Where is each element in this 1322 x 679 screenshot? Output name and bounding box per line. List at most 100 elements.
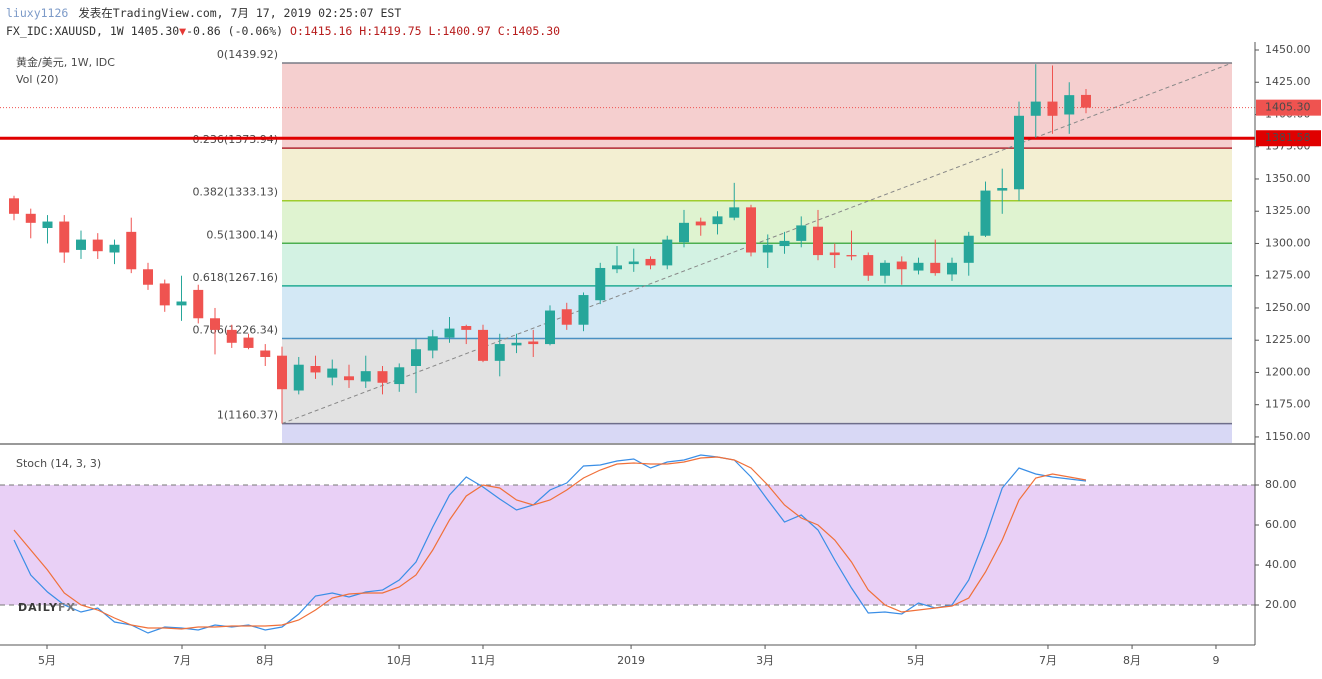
x-tick-label: 9: [1212, 654, 1219, 667]
x-tick-label: 8月: [1123, 654, 1141, 667]
candle-body: [963, 235, 974, 263]
candle-body: [9, 198, 20, 214]
x-tick-label: 11月: [470, 654, 495, 667]
candle-body: [611, 265, 622, 270]
x-tick-label: 5月: [907, 654, 925, 667]
trend-line: [281, 62, 1233, 425]
candle-body: [896, 261, 907, 270]
candle-body: [42, 221, 53, 228]
candle-body: [444, 328, 455, 338]
candle-body: [595, 267, 606, 301]
candle-body: [427, 336, 438, 351]
candle-body: [226, 329, 237, 343]
candle-body: [1064, 95, 1075, 115]
candle-body: [544, 310, 555, 345]
price-label-box: [1256, 130, 1321, 147]
candle-body: [59, 221, 70, 253]
candle-body: [461, 326, 472, 330]
candle-body: [645, 258, 656, 266]
fib-label: 0.382(1333.13): [192, 186, 278, 199]
candle-body: [578, 295, 589, 325]
x-tick-label: 2019: [617, 654, 645, 667]
candle-body: [76, 239, 87, 250]
candle-body: [695, 221, 706, 226]
candle-body: [143, 269, 154, 285]
candle-body: [159, 283, 170, 306]
candle-body: [863, 255, 874, 276]
axes: 1150.00 1175.00 1200.00 1225.00 1250.00 1275.…: [0, 42, 1321, 667]
stoch-band: [0, 485, 1255, 605]
y-tick-label: 1225.00: [1265, 333, 1311, 346]
candle-body: [729, 207, 740, 218]
x-tick-label: 7月: [173, 654, 191, 667]
stoch-line: [13, 456, 1087, 630]
candle-body: [913, 262, 924, 271]
candle-body: [109, 244, 120, 253]
candle-body: [344, 376, 355, 381]
candle-body: [210, 318, 221, 330]
candle-body: [477, 329, 488, 361]
candle-body: [946, 262, 957, 275]
symbol: FX_IDC:XAUUSD, 1W: [6, 24, 124, 38]
fib-zone: [282, 423, 1233, 443]
candle-body: [410, 349, 421, 366]
user: liuxy1126: [6, 6, 68, 20]
watermark-part: DAILY: [18, 601, 58, 614]
candle-body: [511, 342, 522, 346]
candle-body: [293, 364, 304, 391]
published: 发表在TradingView.com, 7月 17, 2019 02:25:07…: [78, 6, 401, 20]
candle-body: [394, 367, 405, 385]
stoch-tick-label: 60.00: [1265, 518, 1297, 531]
x-tick-label: 3月: [756, 654, 774, 667]
candle-body: [494, 344, 505, 361]
stoch-pane: Stoch (14, 3, 3) DAILYFX: [0, 454, 1255, 634]
candle-body: [1030, 101, 1041, 116]
change: -0.86 (-0.06%): [186, 24, 283, 38]
candle-body: [277, 355, 288, 390]
candle-body: [561, 309, 572, 325]
candle-body: [1013, 115, 1024, 190]
candle-body: [243, 337, 254, 348]
candle-body: [796, 225, 807, 241]
fib-zone: [282, 243, 1233, 286]
candle-body: [779, 240, 790, 247]
x-tick-label: 10月: [387, 654, 412, 667]
candle-body: [1080, 94, 1091, 108]
fib-zone: [282, 338, 1233, 424]
arrow: ▼: [179, 24, 186, 38]
fib-label: 0.618(1267.16): [192, 271, 278, 284]
candle-body: [980, 190, 991, 236]
candle-body: [260, 350, 271, 357]
y-tick-label: 1200.00: [1265, 365, 1311, 378]
candle-body: [92, 239, 103, 252]
candle-body: [310, 365, 321, 373]
y-tick-label: 1350.00: [1265, 172, 1311, 185]
fib-label: 0(1439.92): [217, 48, 278, 61]
candle-body: [628, 261, 639, 265]
volume-label: Vol (20): [16, 73, 59, 86]
y-tick-label: 1175.00: [1265, 398, 1311, 411]
fib-label: 1(1160.37): [217, 409, 278, 422]
fib-label: 0.5(1300.14): [206, 228, 278, 241]
fib-zone: [282, 200, 1233, 244]
symbol-label: 黄金/美元, 1W, IDC: [16, 55, 115, 69]
symbol-line: FX_IDC:XAUUSD, 1W 1405.30▼-0.86 (-0.06%) O…: [6, 24, 560, 38]
stoch-title: Stoch (14, 3, 3): [16, 457, 101, 470]
candle-body: [528, 341, 539, 345]
y-tick-label: 1300.00: [1265, 236, 1311, 249]
candle-body: [745, 207, 756, 253]
x-tick-label: 8月: [256, 654, 274, 667]
ohlc: O:1415.16 H:1419.75 L:1400.97 C:1405.30: [290, 24, 560, 38]
candle-body: [377, 371, 388, 383]
last: 1405.30: [131, 24, 180, 38]
candle-body: [176, 301, 187, 306]
candle-body: [762, 244, 773, 253]
candle-body: [879, 262, 890, 276]
watermark: DAILYFX: [18, 601, 76, 614]
header-line: liuxy1126 发表在TradingView.com, 7月 17, 2019…: [6, 6, 401, 20]
fib-zone: [282, 285, 1233, 339]
price-label: 1381.58: [1265, 131, 1311, 144]
candle-body: [25, 213, 36, 223]
candle-body: [678, 222, 689, 243]
x-tick-label: 7月: [1039, 654, 1057, 667]
